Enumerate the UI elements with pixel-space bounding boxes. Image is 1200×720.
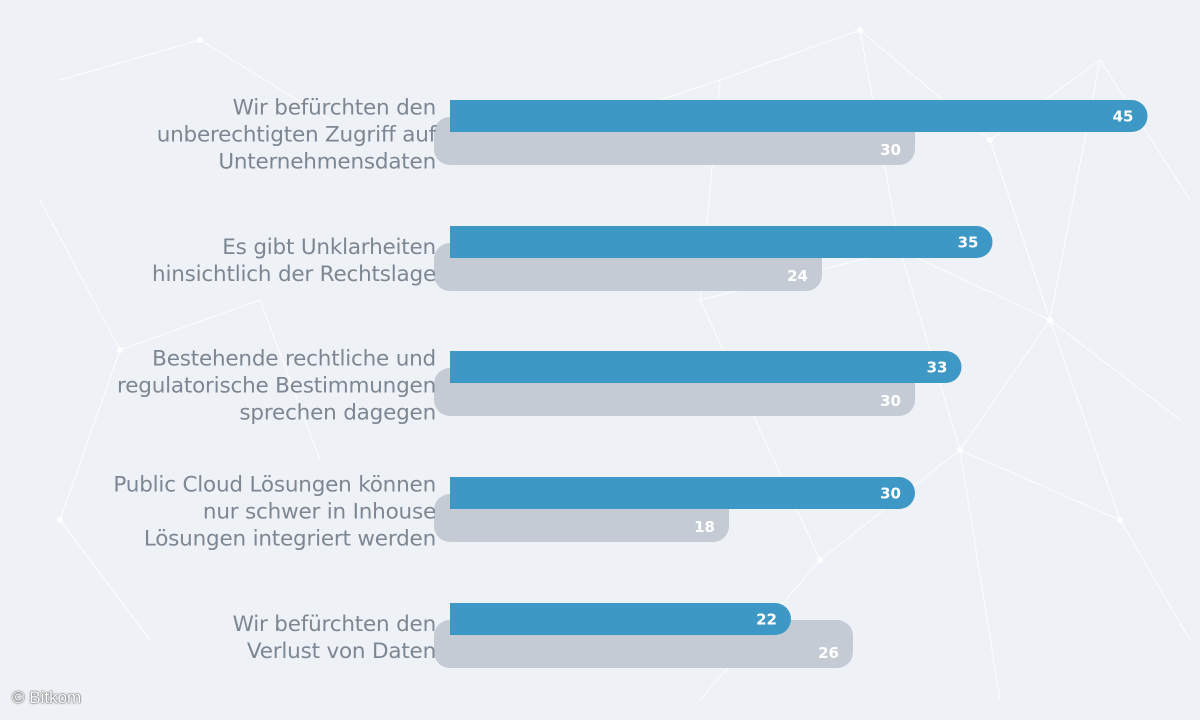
value-label-series-1-0: 45 <box>1113 108 1134 126</box>
bar-series-1-cap-1 <box>450 226 466 258</box>
bar-series-1-cap-3 <box>450 477 466 509</box>
copyright-notice: © Bitkom <box>12 688 82 707</box>
category-label-1-line-1: hinsichtlich der Rechtslage <box>152 262 436 287</box>
category-label-0-line-1: unberechtigten Zugriff auf <box>157 123 437 148</box>
category-label-3-line-0: Public Cloud Lösungen können <box>113 473 436 498</box>
bar-series-1-3 <box>450 477 915 509</box>
bar-series-1-cap-2 <box>450 351 466 383</box>
value-label-series-2-4: 26 <box>818 644 839 662</box>
value-label-series-1-4: 22 <box>756 611 777 629</box>
category-label-2-line-1: regulatorische Bestimmungen <box>117 374 436 399</box>
category-label-4-line-1: Verlust von Daten <box>247 639 436 664</box>
category-label-0-line-2: Unternehmensdaten <box>218 150 436 175</box>
value-label-series-2-0: 30 <box>880 141 901 159</box>
category-label-1-line-0: Es gibt Unklarheiten <box>222 235 436 260</box>
value-label-series-2-1: 24 <box>787 267 808 285</box>
category-label-3-line-1: nur schwer in Inhouse <box>203 500 436 525</box>
bar-series-1-1 <box>450 226 993 258</box>
value-label-series-1-2: 33 <box>927 359 948 377</box>
bar-series-1-cap-4 <box>450 603 466 635</box>
value-label-series-2-3: 18 <box>694 518 715 536</box>
category-label-0-line-0: Wir befürchten den <box>233 96 436 121</box>
value-label-series-1-1: 35 <box>958 234 979 252</box>
category-label-4-line-0: Wir befürchten den <box>233 612 436 637</box>
bar-series-1-0 <box>450 100 1148 132</box>
bar-series-1-2 <box>450 351 962 383</box>
value-label-series-1-3: 30 <box>880 485 901 503</box>
value-label-series-2-2: 30 <box>880 392 901 410</box>
category-label-3-line-2: Lösungen integriert werden <box>144 527 436 552</box>
bar-series-1-4 <box>450 603 791 635</box>
category-label-2-line-2: sprechen dagegen <box>239 401 436 426</box>
bar-series-1-cap-0 <box>450 100 466 132</box>
category-label-2-line-0: Bestehende rechtliche und <box>152 347 436 372</box>
